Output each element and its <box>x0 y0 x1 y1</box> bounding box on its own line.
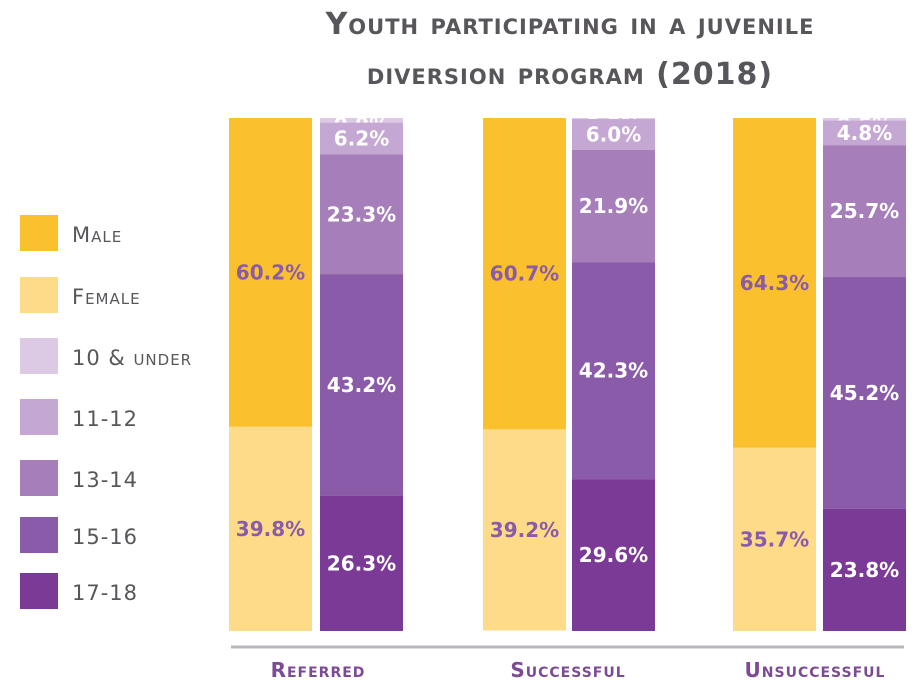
bar-referred-age-10-and-under <box>320 118 403 123</box>
legend-swatch-15-16 <box>20 517 58 553</box>
chart-title: Youth participating in a juvenile diversi… <box>235 0 905 100</box>
bar-successful-female <box>483 429 566 631</box>
label-referred-age-15-16: 43.2% <box>327 373 396 397</box>
label-unsuccessful-age-13-14: 25.7% <box>830 199 899 223</box>
bar-successful-age-17-18 <box>572 479 655 631</box>
legend-label-male: Male <box>72 223 122 247</box>
bar-unsuccessful-age-10-and-under <box>823 118 906 121</box>
label-referred-female: 39.8% <box>236 517 305 541</box>
legend-label-15-16: 15-16 <box>72 525 138 549</box>
label-successful-male: 60.7% <box>490 262 559 286</box>
bar-successful-age-13-14 <box>572 149 655 263</box>
legend-label-female: Female <box>72 285 141 309</box>
legend-swatch-11-12 <box>20 399 58 435</box>
bar-unsuccessful-age-11-12 <box>823 120 906 146</box>
category-label-referred: Referred <box>271 658 366 682</box>
bar-successful-age-15-16 <box>572 262 655 480</box>
label-referred-age-17-18: 26.3% <box>327 551 396 575</box>
legend-swatch-17-18 <box>20 573 58 609</box>
bar-successful-male <box>483 118 566 430</box>
label-successful-age-11-12: 6.0% <box>586 122 641 146</box>
legend-swatch-13-14 <box>20 460 58 496</box>
label-successful-age-13-14: 21.9% <box>579 194 648 218</box>
label-unsuccessful-age-17-18: 23.8% <box>830 558 899 582</box>
label-unsuccessful-age-15-16: 45.2% <box>830 381 899 405</box>
legend-swatch-10-and-under <box>20 338 58 374</box>
bar-unsuccessful-male <box>733 118 816 448</box>
bar-referred-age-13-14 <box>320 154 403 275</box>
bar-successful-age-10-and-under <box>572 118 655 120</box>
chart-title-line-2: diversion program (2018) <box>366 57 774 92</box>
bar-unsuccessful-age-13-14 <box>823 145 906 278</box>
bar-referred-male <box>229 118 312 427</box>
bar-referred-age-11-12 <box>320 122 403 155</box>
legend-label-10-and-under: 10 & under <box>72 346 192 370</box>
category-label-unsuccessful: Unsuccessful <box>745 658 886 682</box>
label-successful-age-15-16: 42.3% <box>579 359 648 383</box>
chart-title-line-1: Youth participating in a juvenile <box>325 7 815 42</box>
bar-unsuccessful-age-15-16 <box>823 277 906 509</box>
bar-unsuccessful-female <box>733 447 816 631</box>
legend-label-11-12: 11-12 <box>72 407 138 431</box>
bar-successful-age-11-12 <box>572 119 655 150</box>
bar-unsuccessful-age-17-18 <box>823 508 906 631</box>
label-referred-age-11-12: 6.2% <box>334 127 389 151</box>
label-unsuccessful-age-11-12: 4.8% <box>837 121 892 145</box>
label-referred-male: 60.2% <box>236 260 305 284</box>
legend-swatch-male <box>20 215 58 251</box>
bar-referred-age-17-18 <box>320 495 403 631</box>
label-successful-female: 39.2% <box>490 518 559 542</box>
bar-referred-age-15-16 <box>320 274 403 496</box>
bar-referred-female <box>229 426 312 631</box>
label-successful-age-17-18: 29.6% <box>579 543 648 567</box>
label-referred-age-13-14: 23.3% <box>327 202 396 226</box>
legend-swatch-female <box>20 277 58 313</box>
category-label-successful: Successful <box>510 658 625 682</box>
label-unsuccessful-female: 35.7% <box>740 527 809 551</box>
label-unsuccessful-male: 64.3% <box>740 271 809 295</box>
legend-label-17-18: 17-18 <box>72 581 138 605</box>
legend-label-13-14: 13-14 <box>72 468 138 492</box>
